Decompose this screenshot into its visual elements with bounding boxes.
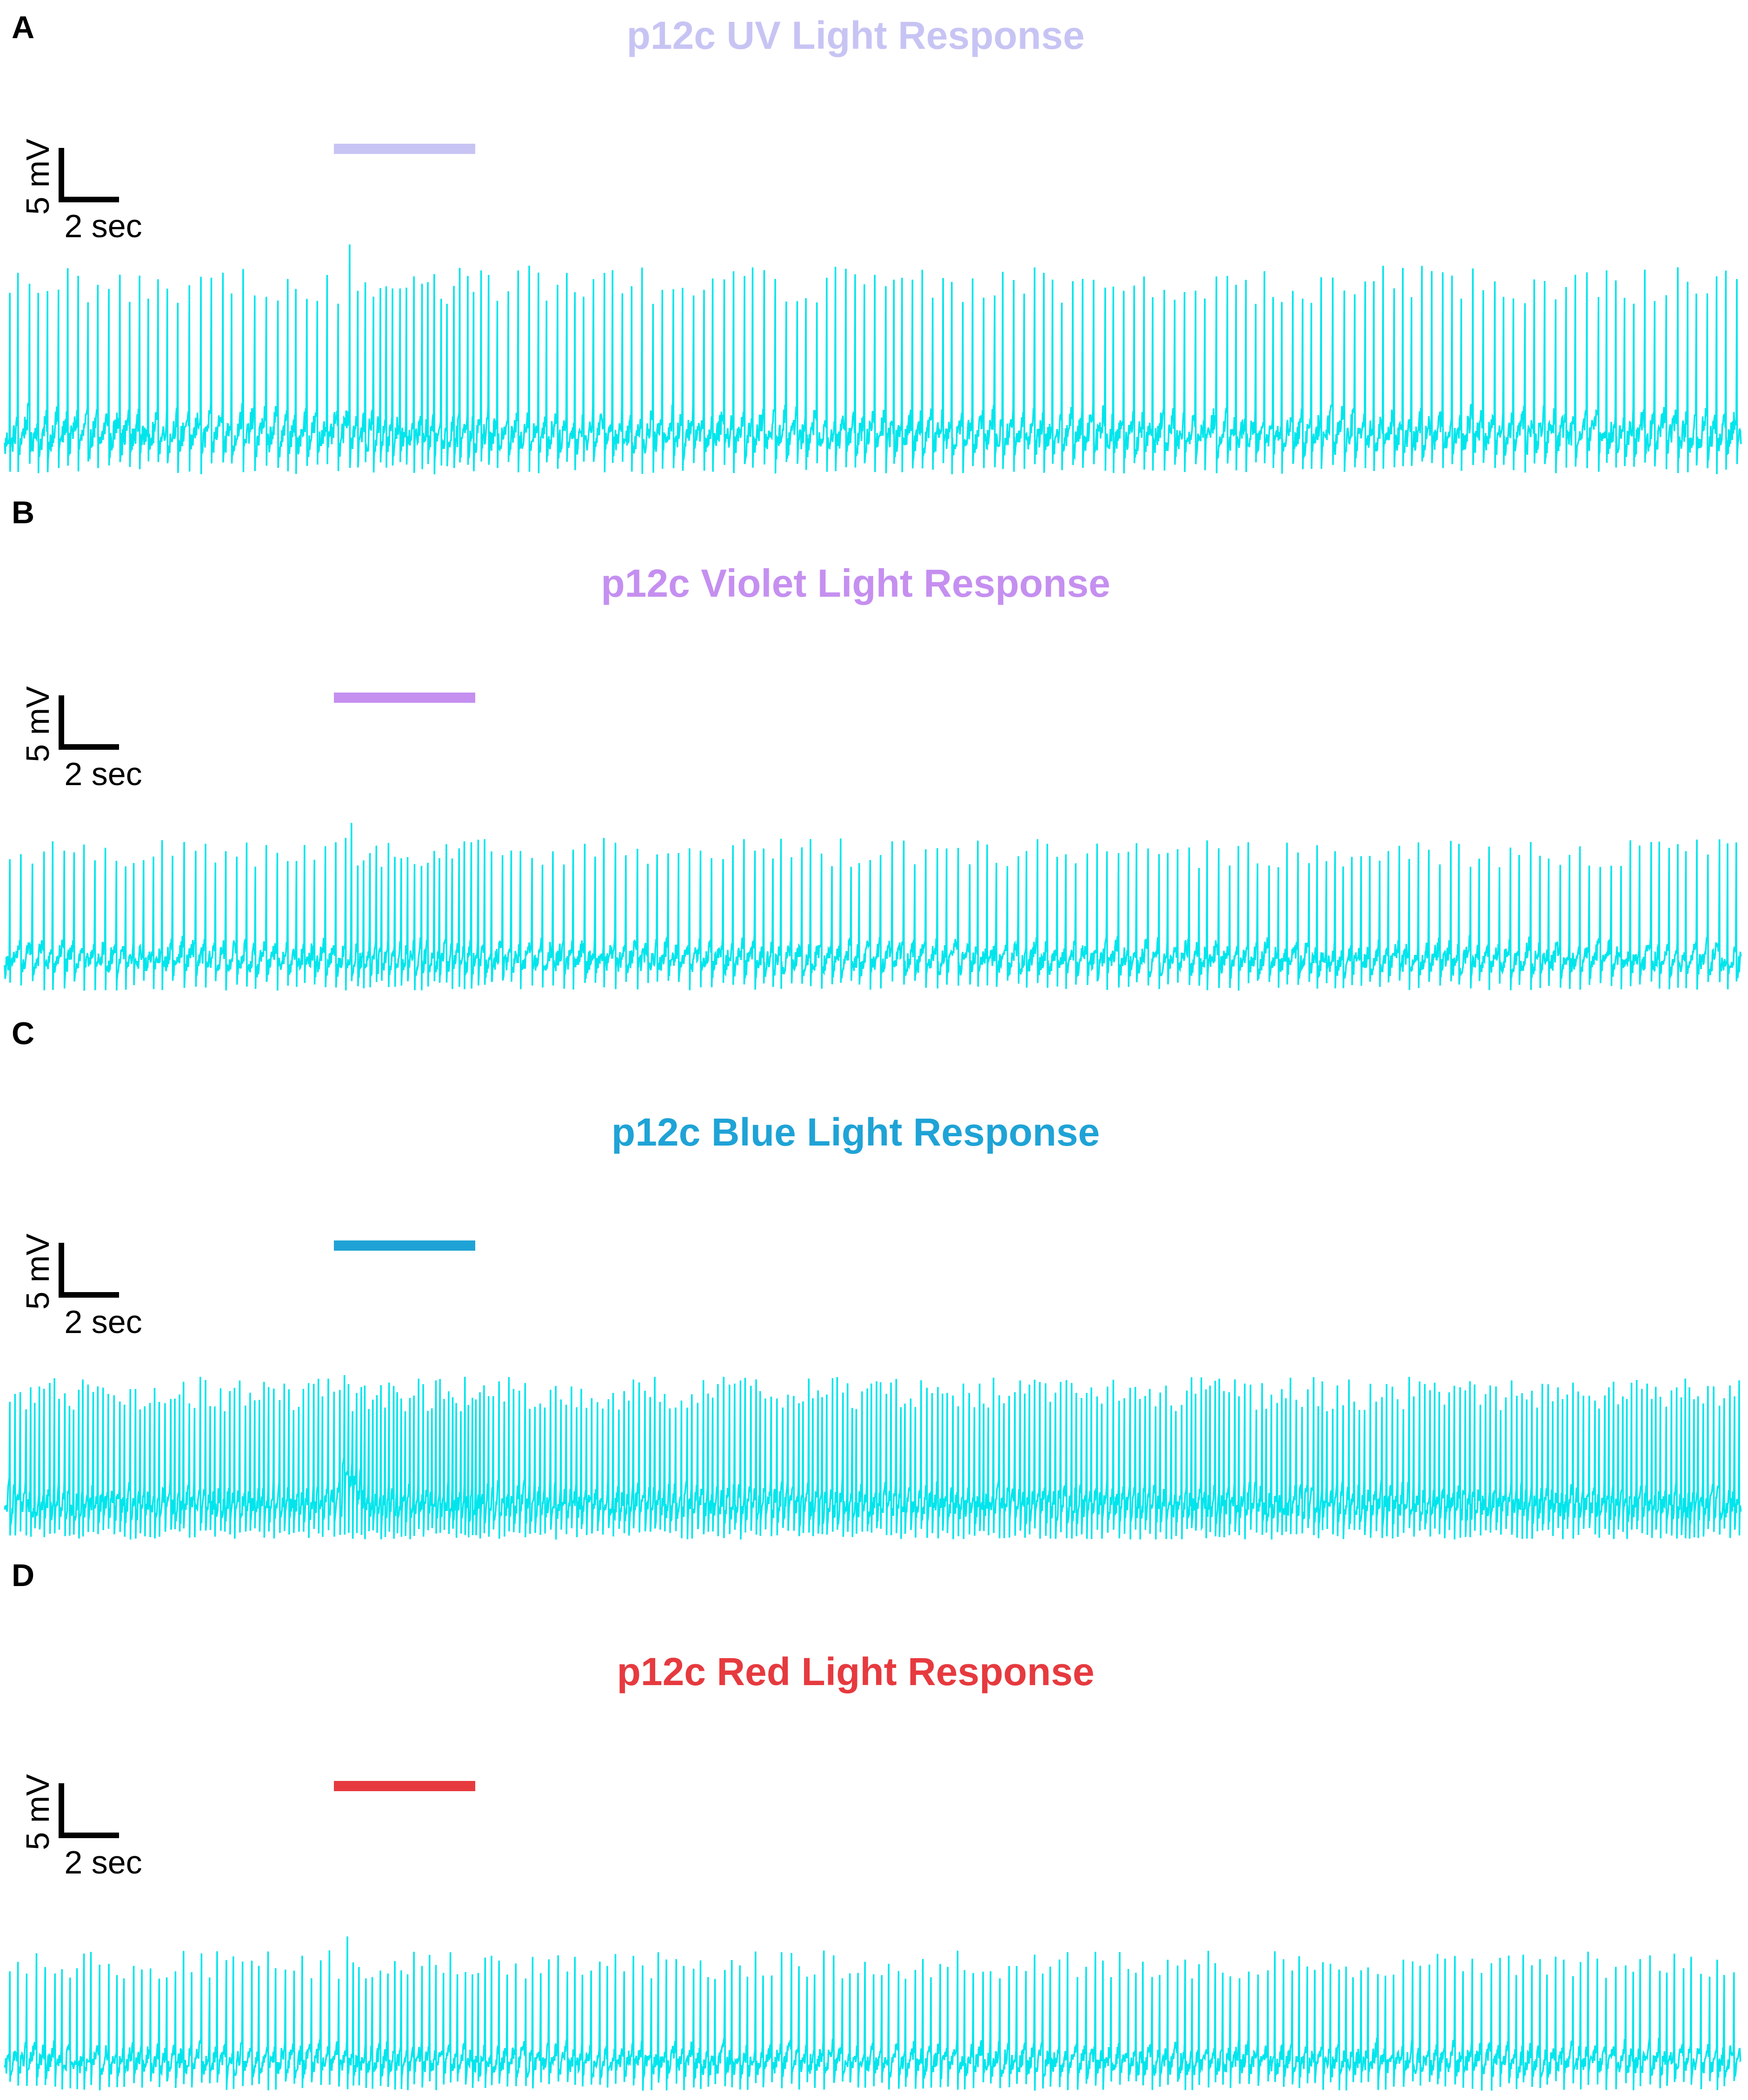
panel-letter-b: B (12, 495, 34, 530)
scale-bar-c: 5 mV 2 sec (20, 1233, 142, 1340)
scale-label-mv: 5 mV (20, 139, 56, 215)
panel-title-b: p12c Violet Light Response (601, 561, 1110, 605)
panel-letter-c: C (12, 1016, 34, 1051)
scale-label-sec: 2 sec (64, 208, 142, 244)
panel-letter-a: A (12, 10, 34, 45)
panel-a: A p12c UV Light Response 5 mV 2 sec (4, 10, 1742, 474)
voltage-trace-d (4, 1936, 1742, 2091)
scale-bar-d: 5 mV 2 sec (20, 1774, 142, 1880)
scale-label-sec: 2 sec (64, 756, 142, 792)
panel-title-a: p12c UV Light Response (627, 13, 1085, 57)
scale-label-mv: 5 mV (20, 1233, 56, 1310)
panel-d: D p12c Red Light Response 5 mV 2 sec (4, 1558, 1742, 2091)
voltage-trace-a (4, 244, 1742, 474)
panel-title-c: p12c Blue Light Response (611, 1110, 1100, 1154)
voltage-trace-c (4, 1375, 1742, 1540)
scale-label-mv: 5 mV (20, 686, 56, 762)
voltage-trace-b (4, 823, 1742, 991)
scale-label-sec: 2 sec (64, 1304, 142, 1340)
scale-bar-a: 5 mV 2 sec (20, 139, 142, 244)
scale-label-sec: 2 sec (64, 1844, 142, 1880)
panel-letter-d: D (12, 1558, 34, 1593)
panel-title-d: p12c Red Light Response (617, 1650, 1095, 1693)
scale-bar-b: 5 mV 2 sec (20, 686, 142, 792)
panel-c: C p12c Blue Light Response 5 mV 2 sec (4, 1016, 1742, 1540)
scale-label-mv: 5 mV (20, 1774, 56, 1850)
panel-b: B p12c Violet Light Response 5 mV 2 sec (4, 495, 1742, 991)
